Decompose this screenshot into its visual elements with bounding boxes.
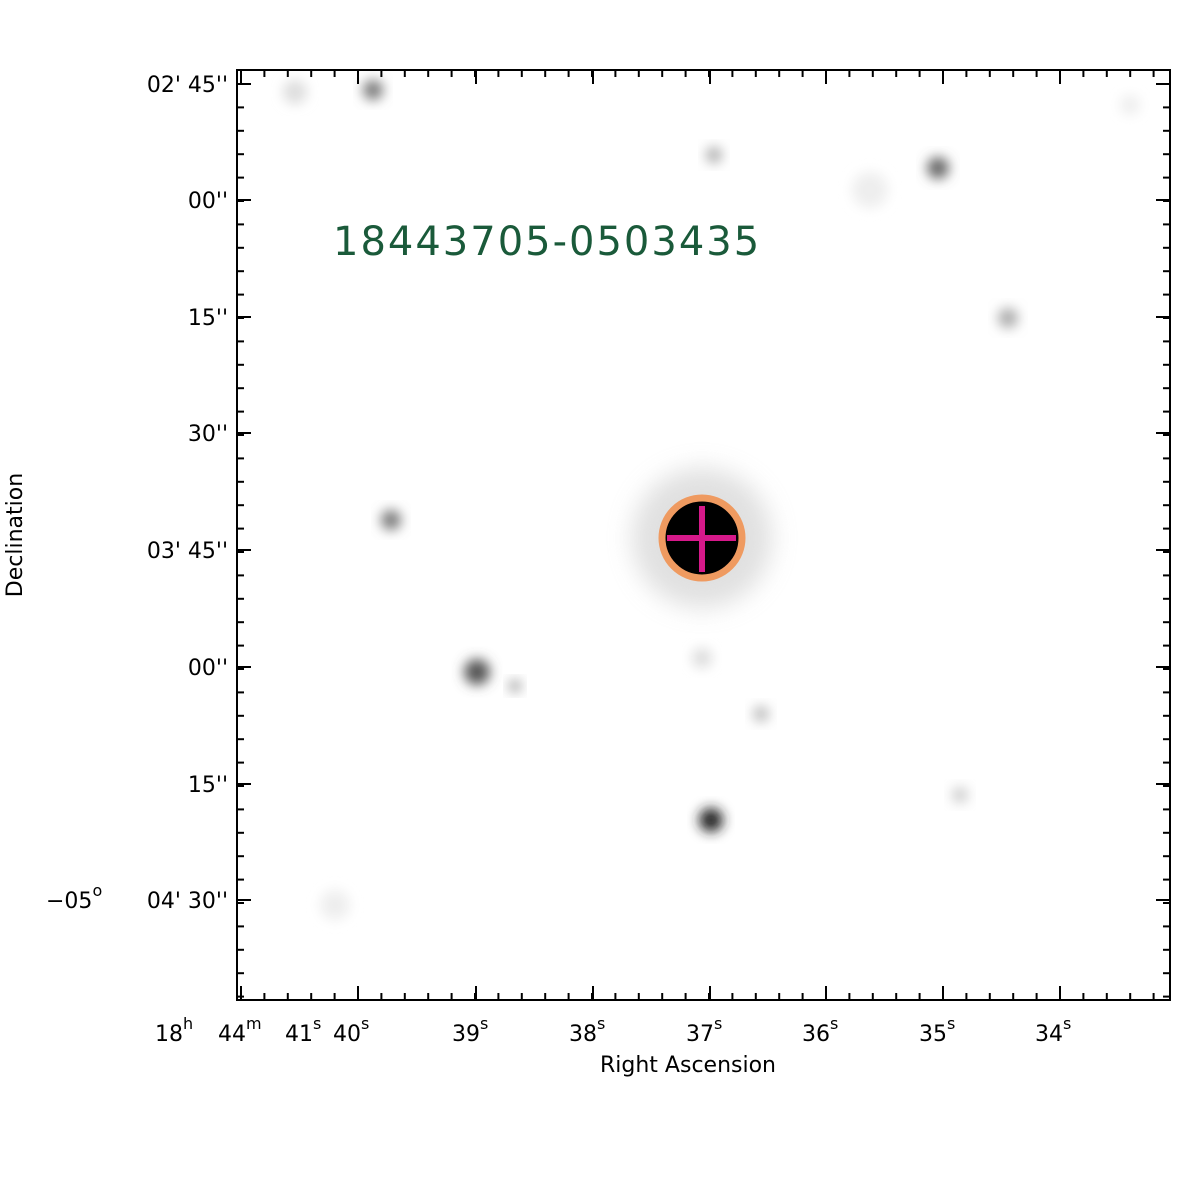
x-tick-main: 18: [155, 1022, 183, 1047]
x-axis-label: Right Ascension: [600, 1053, 776, 1078]
x-tick-label: 39s: [452, 1014, 488, 1047]
axis-ticks: 02' 45'' 00'' 15'' 30'' 03' 45'' 00'' 15'' 04' …: [46, 70, 1170, 1047]
x-tick-sup: s: [830, 1014, 838, 1033]
x-tick-sup: s: [597, 1014, 605, 1033]
x-tick-label: 34s: [1035, 1014, 1071, 1047]
x-tick-main: 38: [569, 1022, 597, 1047]
y-degree-main: −05: [46, 889, 92, 914]
x-tick-sup: s: [361, 1014, 369, 1033]
x-tick-main: 44: [218, 1022, 246, 1047]
y-tick-label: 04' 30'': [147, 889, 228, 914]
y-tick-label: 15'': [188, 773, 228, 798]
x-tick-main: 40: [333, 1022, 361, 1047]
x-tick-label: 38s: [569, 1014, 605, 1047]
x-tick-sup: s: [1063, 1014, 1071, 1033]
x-tick-main: 36: [802, 1022, 830, 1047]
sky-image: [283, 80, 1140, 920]
source-circle: [658, 494, 746, 582]
y-tick-label: 00'': [188, 656, 228, 681]
x-tick-sup: h: [183, 1014, 193, 1033]
x-tick-label: 44m: [218, 1014, 262, 1047]
x-tick-label: 35s: [919, 1014, 955, 1047]
y-tick-label: 30'': [188, 422, 228, 447]
x-tick-sup: m: [246, 1014, 262, 1033]
x-tick-label: 41s: [285, 1014, 321, 1047]
plot-frame: [236, 69, 1171, 1001]
x-tick-label: 37s: [686, 1014, 722, 1047]
x-tick-label: 18h: [155, 1014, 193, 1047]
x-tick-sup: s: [947, 1014, 955, 1033]
y-tick-label: 02' 45'': [147, 73, 228, 98]
y-axis-label: Declination: [3, 473, 28, 597]
y-degree-label: −05o: [46, 881, 102, 914]
source-name: 18443705-0503435: [333, 219, 761, 265]
x-tick-sup: s: [313, 1014, 321, 1033]
y-degree-sup: o: [92, 881, 102, 900]
x-tick-sup: s: [714, 1014, 722, 1033]
x-tick-main: 37: [686, 1022, 714, 1047]
x-tick-label: 40s: [333, 1014, 369, 1047]
x-tick-main: 41: [285, 1022, 313, 1047]
y-tick-label: 00'': [188, 189, 228, 214]
x-tick-main: 35: [919, 1022, 947, 1047]
x-tick-label: 36s: [802, 1014, 838, 1047]
x-tick-main: 39: [452, 1022, 480, 1047]
y-tick-label: 03' 45'': [147, 539, 228, 564]
y-tick-label: 15'': [188, 306, 228, 331]
source-cross: [667, 506, 736, 572]
x-tick-main: 34: [1035, 1022, 1063, 1047]
x-tick-sup: s: [480, 1014, 488, 1033]
